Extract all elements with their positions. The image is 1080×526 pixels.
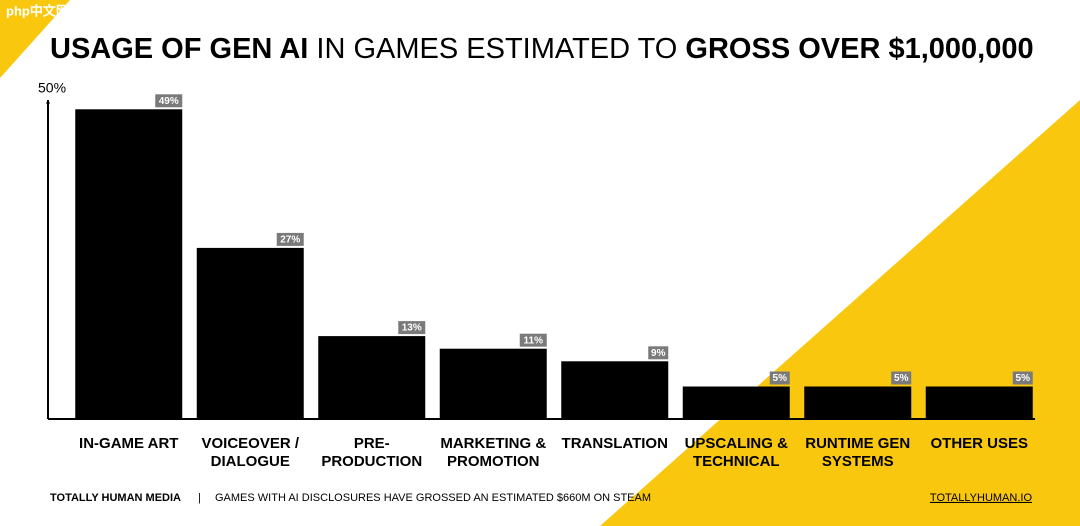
y-tick-label: 50% [38, 80, 66, 96]
value-label-box [276, 232, 304, 246]
x-tick-label: PROMOTION [447, 453, 540, 470]
bar [75, 109, 183, 419]
x-tick-label: OTHER USES [930, 435, 1028, 452]
x-tick-label: UPSCALING & [685, 435, 789, 452]
bar [682, 386, 790, 418]
x-tick-label: PRODUCTION [321, 453, 422, 470]
footer-note: GAMES WITH AI DISCLOSURES HAVE GROSSED A… [215, 492, 651, 504]
bar [925, 386, 1033, 418]
value-label-box [648, 346, 669, 360]
title-part: USAGE OF GEN AI [50, 33, 308, 65]
x-tick-label: TRANSLATION [562, 435, 668, 452]
x-tick-label: MARKETING & [440, 435, 546, 452]
corner-accent [0, 0, 70, 78]
footer-link[interactable]: TOTALLYHUMAN.IO [930, 492, 1033, 504]
footer-separator: | [198, 492, 201, 504]
x-tick-label: VOICEOVER / [201, 435, 299, 452]
value-label: 11% [524, 335, 544, 346]
bar [439, 348, 547, 418]
value-label: 13% [402, 323, 422, 334]
title-part: IN GAMES ESTIMATED TO [316, 33, 677, 65]
value-label-box [1012, 371, 1033, 385]
x-tick-label: SYSTEMS [822, 453, 894, 470]
value-label: 9% [651, 348, 666, 359]
x-tick-label: DIALOGUE [211, 453, 290, 470]
bar [804, 386, 912, 418]
value-label: 27% [280, 235, 300, 246]
footer-source: TOTALLY HUMAN MEDIA [50, 492, 181, 504]
value-label-box [155, 94, 183, 108]
value-label-box [891, 371, 912, 385]
title-part: GROSS OVER $1,000,000 [685, 33, 1033, 65]
value-label: 49% [159, 96, 179, 107]
x-tick-label: TECHNICAL [693, 453, 780, 470]
x-tick-label: PRE- [354, 435, 390, 452]
chart-title: USAGE OF GEN AI IN GAMES ESTIMATED TO GR… [50, 33, 1034, 65]
x-tick-label: IN-GAME ART [79, 435, 178, 452]
value-label: 5% [894, 373, 909, 384]
value-label-box [769, 371, 790, 385]
value-label-box [519, 333, 547, 347]
value-label: 5% [1016, 373, 1031, 384]
x-tick-label: RUNTIME GEN [805, 435, 910, 452]
bar [318, 336, 426, 418]
value-label-box [398, 321, 426, 335]
bar [561, 361, 669, 418]
value-label: 5% [773, 373, 788, 384]
watermark: php中文网 [6, 3, 69, 18]
bar [196, 247, 304, 418]
